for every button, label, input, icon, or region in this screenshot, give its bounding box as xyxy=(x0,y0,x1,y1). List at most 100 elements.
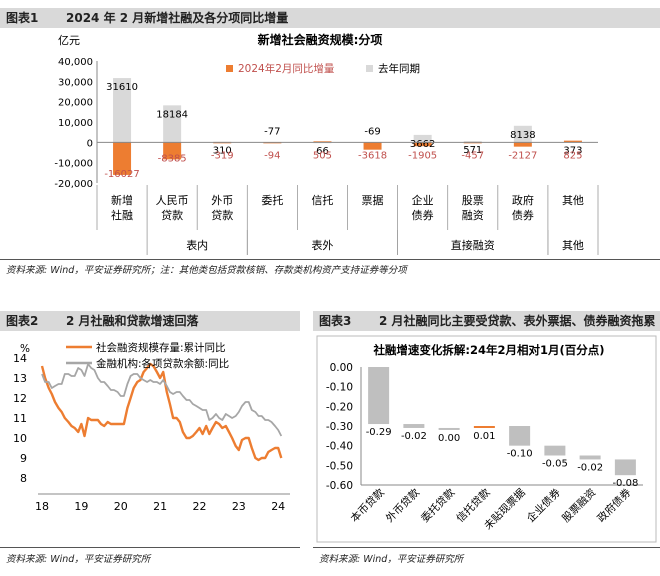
fig3-header: 图表3 2 月社融同比主要受贷款、表外票据、债券融资拖累 xyxy=(313,311,660,331)
fig3-data-label: 0.01 xyxy=(473,431,495,442)
fig1-bar-yoy xyxy=(513,142,532,147)
fig3-frame xyxy=(316,335,657,543)
fig2-xtick-label: 21 xyxy=(153,500,167,513)
fig1-data-label-lastyear: -69 xyxy=(364,126,380,137)
fig3-ytick-label: -0.20 xyxy=(326,401,353,413)
fig3-data-label: -0.29 xyxy=(366,427,392,438)
fig1-bar-lastyear xyxy=(463,141,482,143)
fig3-label: 图表3 xyxy=(319,314,352,328)
fig1-bar-yoy xyxy=(113,142,132,175)
fig1-rule xyxy=(0,259,660,260)
fig3-bar xyxy=(473,426,495,428)
fig2-label: 图表2 xyxy=(6,314,39,328)
fig1-data-label-yoy: -2127 xyxy=(508,150,537,161)
fig1-bar-yoy xyxy=(163,142,182,160)
fig1-header: 图表1 2024 年 2 月新增社融及各分项同比增量 xyxy=(0,8,660,28)
fig1-data-label-yoy: 505 xyxy=(313,150,332,161)
fig3-data-label: -0.02 xyxy=(577,462,603,473)
fig1-category-label: 债券 xyxy=(512,208,534,222)
fig1-source: 资料来源: Wind，平安证券研究所；注：其他类包括贷款核销、存款类机构资产支持… xyxy=(6,265,407,276)
fig1-group-label: 其他 xyxy=(562,239,584,252)
fig3-bar xyxy=(509,426,531,446)
fig1-bar-yoy xyxy=(463,142,482,144)
fig2-xtick-label: 24 xyxy=(271,500,285,513)
fig1-data-label-lastyear: -77 xyxy=(264,126,280,137)
fig1-data-label-yoy: -1905 xyxy=(408,150,437,161)
fig3-category-label: 委托贷款 xyxy=(418,486,457,525)
fig3-category-label: 政府债券 xyxy=(595,486,634,525)
fig2-header: 图表2 2 月社融和贷款增速回落 xyxy=(0,311,300,331)
fig2-ytick-label: 12 xyxy=(13,392,27,405)
fig2-rule xyxy=(0,547,300,548)
fig1-category-label: 外币 xyxy=(211,194,233,207)
fig3-category-label: 股票融资 xyxy=(560,487,598,525)
fig1-group-label: 表外 xyxy=(311,238,333,252)
fig1-title: 2024 年 2 月新增社融及各分项同比增量 xyxy=(66,11,289,25)
fig1-ytick-label: 0 xyxy=(87,138,93,149)
fig1-data-label-yoy: -8385 xyxy=(158,153,187,164)
fig3-ytick-label: -0.50 xyxy=(326,460,353,472)
fig1-ytick-label: -10,000 xyxy=(54,159,93,170)
fig2-xtick-label: 23 xyxy=(232,500,246,513)
fig3-bar xyxy=(438,427,460,430)
fig1-data-label-yoy: -3618 xyxy=(358,150,387,161)
fig1-group-label: 直接融资 xyxy=(451,238,495,252)
fig1-bar-yoy xyxy=(313,141,332,143)
fig3-data-label: -0.05 xyxy=(542,459,568,470)
fig3-data-label: 0.00 xyxy=(438,433,460,444)
fig1-chart: 新增社会融资规模:分项 亿元 40,000 30,000 20,000 10,000 0 -1… xyxy=(54,32,599,255)
fig1-chart-title: 新增社会融资规模:分项 xyxy=(258,32,383,47)
fig1-category-label: 企业 xyxy=(412,193,434,207)
fig2-legend-label: 社会融资规模存量:累计同比 xyxy=(96,341,226,354)
fig2-xtick-label: 19 xyxy=(74,500,88,513)
fig2-xtick-label: 20 xyxy=(114,500,128,513)
fig2-yaxis-unit: % xyxy=(20,343,30,355)
fig1-data-label-lastyear: 3662 xyxy=(410,139,435,150)
fig2-ytick-label: 9 xyxy=(20,452,27,465)
fig3-ytick-label: -0.10 xyxy=(326,382,353,394)
fig3-data-label: -0.02 xyxy=(401,431,427,442)
fig1-ytick-label: 40,000 xyxy=(58,57,93,68)
fig1-ytick-label: -20,000 xyxy=(54,179,93,190)
fig1-category-label: 融资 xyxy=(462,209,484,222)
fig1-data-label-lastyear: 571 xyxy=(463,145,482,156)
fig1-category-label: 票据 xyxy=(362,193,384,207)
fig1-category-label: 政府 xyxy=(512,193,534,207)
fig1-bar-yoy xyxy=(213,142,232,144)
fig1-data-label-yoy: -457 xyxy=(461,150,484,161)
fig1-category-label: 其他 xyxy=(562,194,584,207)
fig1-ytick-label: 30,000 xyxy=(58,77,93,88)
fig1-category-label: 委托 xyxy=(261,193,283,207)
fig3-ytick-label: -0.40 xyxy=(326,441,353,453)
fig1-data-label-yoy: -319 xyxy=(211,150,234,161)
fig1-bar-yoy xyxy=(563,140,582,143)
fig1-data-label-lastyear: 31610 xyxy=(106,82,138,93)
fig1-data-label-yoy: -94 xyxy=(264,150,280,161)
fig3-ytick-label: -0.60 xyxy=(326,480,353,492)
fig1-category-label: 信托 xyxy=(311,193,333,207)
fig1-group-label: 表内 xyxy=(186,238,208,252)
fig2-legend-label: 金融机构:各项贷款余额:同比 xyxy=(96,357,229,370)
fig1-legend-yoy: 2024年2月同比增量 xyxy=(238,62,335,75)
fig3-data-label: -0.10 xyxy=(507,449,533,460)
fig1-data-label-lastyear: 66 xyxy=(316,146,329,157)
fig1-bar-yoy xyxy=(413,142,432,147)
fig3-bar xyxy=(579,455,601,460)
fig1-yaxis-unit: 亿元 xyxy=(58,34,80,47)
fig1-category-label: 股票 xyxy=(462,194,484,207)
fig3-source: 资料来源: Wind，平安证券研究所 xyxy=(319,554,464,565)
fig1-data-label-lastyear: 18184 xyxy=(156,109,188,120)
fig2-chart: %14 13 12 11 10 9 8 18 19 20 21 22 23 24 社会融资规模存量:累计同比… xyxy=(13,341,290,513)
fig2-ytick-label: 11 xyxy=(13,412,27,425)
fig2-ytick-label: 14 xyxy=(13,352,27,365)
fig1-data-label-yoy: 825 xyxy=(563,150,582,161)
fig1-legend-lastyear: 去年同期 xyxy=(378,62,420,75)
fig2-ytick-label: 8 xyxy=(20,472,27,485)
fig3-bar xyxy=(614,459,636,476)
fig1-category-label: 人民币 xyxy=(156,194,189,207)
fig1-ytick-label: 20,000 xyxy=(58,98,93,109)
fig1-bar-yoy xyxy=(363,142,382,150)
fig3-bar xyxy=(544,445,566,456)
fig1-ytick-label: 10,000 xyxy=(58,118,93,129)
fig3-rule xyxy=(313,547,660,548)
